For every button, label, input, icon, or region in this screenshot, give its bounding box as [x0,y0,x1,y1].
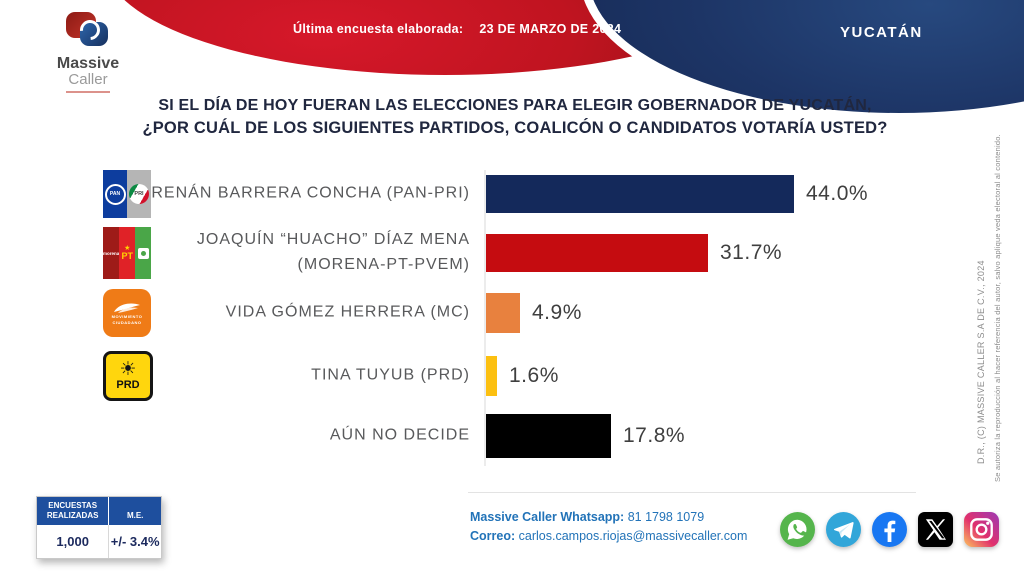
bar-value: 17.8% [623,424,686,447]
brand-name-top: Massive [56,55,120,72]
massive-caller-logo: Massive Caller [38,12,138,93]
x-icon[interactable] [918,512,953,547]
pt-star-icon: ★ [124,245,131,252]
pri-logo: PRI [127,170,151,218]
footer-divider [468,492,916,493]
chart-row-prd: ☀ PRD TINA TUYUB (PRD) 1.6% [0,351,1024,401]
brand-name-bottom: Caller [68,71,108,88]
banner-label: Última encuesta elaborada: [293,22,464,36]
last-survey-banner: Última encuesta elaborada: 23 DE MARZO DE… [293,22,621,36]
bar-value: 31.7% [720,241,783,264]
telegram-icon[interactable] [826,512,861,547]
speech-bubbles-icon [64,12,112,54]
copyright-text: D.R., (C) MASSIVE CALLER S.A DE C.V., 20… [976,260,986,464]
sample-stats-table: ENCUESTAS REALIZADAS M.E. 1,000 +/- 3.4% [36,496,162,559]
candidate-label: RENÁN BARRERA CONCHA (PAN-PRI) [151,184,470,202]
prd-sun-icon: ☀ [119,359,137,381]
bar [486,293,520,333]
chart-row-pan-pri: PAN PRI RENÁN BARRERA CONCHA (PAN-PRI) 4… [0,170,1024,218]
question-line1: SI EL DÍA DE HOY FUERAN LAS ELECCIONES P… [158,97,872,114]
candidate-label: TINA TUYUB (PRD) [311,366,470,384]
chart-baseline [484,170,486,466]
bar-value: 1.6% [509,364,559,387]
stats-header-me: M.E. [126,511,144,520]
chart-row-morena: morena ★ PT JOAQUÍN “HUACHO” DÍAZ MENA (M… [0,227,1024,279]
candidate-label: VIDA GÓMEZ HERRERA (MC) [225,303,470,321]
pan-logo: PAN [103,170,127,218]
chart-row-undecided: AÚN NO DECIDE 17.8% [0,414,1024,458]
question-line2: ¿POR CUÁL DE LOS SIGUIENTES PARTIDOS, CO… [142,119,888,137]
stats-value-surveys: 1,000 [37,525,110,558]
candidate-label: AÚN NO DECIDE [329,426,470,444]
morena-logo: morena [103,227,120,279]
email-line: Correo: carlos.campos.riojas@massivecall… [470,528,748,543]
prd-party-logo: ☀ PRD [103,351,153,401]
stats-value-me: +/- 3.4% [110,534,160,549]
pt-logo: ★ PT [119,227,136,279]
whatsapp-line: Massive Caller Whatsapp: 81 1798 1079 [470,510,705,524]
instagram-icon[interactable] [964,512,999,547]
morena-pt-pvem-party-logo: morena ★ PT [103,227,152,279]
bar [486,414,611,458]
facebook-icon[interactable] [872,512,907,547]
bar [486,234,708,272]
social-icons [780,512,999,547]
pvem-logo [135,227,152,279]
brand-rule [66,90,110,93]
legal-disclaimer-text: Se autoriza la reproducción al hacer ref… [993,134,1002,482]
bar [486,175,794,213]
bar-value: 44.0% [806,182,869,205]
mc-eagle-icon [114,303,140,313]
pvem-emblem-icon [137,247,149,259]
candidate-label: JOAQUÍN “HUACHO” DÍAZ MENA (MORENA-PT-PV… [196,231,470,273]
bar-value: 4.9% [532,301,582,324]
banner-date: 23 DE MARZO DE 2024 [479,22,622,36]
contact-info: Massive Caller Whatsapp: 81 1798 1079 Co… [470,508,747,546]
mc-party-logo: MOVIMIENTO CIUDADANO [103,289,151,337]
pan-pri-party-logo: PAN PRI [103,170,151,218]
question-title: SI EL DÍA DE HOY FUERAN LAS ELECCIONES P… [105,97,925,138]
stats-header-surveys: ENCUESTAS REALIZADAS [37,497,110,525]
state-name: YUCATÁN [840,24,923,41]
whatsapp-icon[interactable] [780,512,815,547]
chart-row-mc: MOVIMIENTO CIUDADANO VIDA GÓMEZ HERRERA … [0,289,1024,337]
bar [486,356,497,396]
